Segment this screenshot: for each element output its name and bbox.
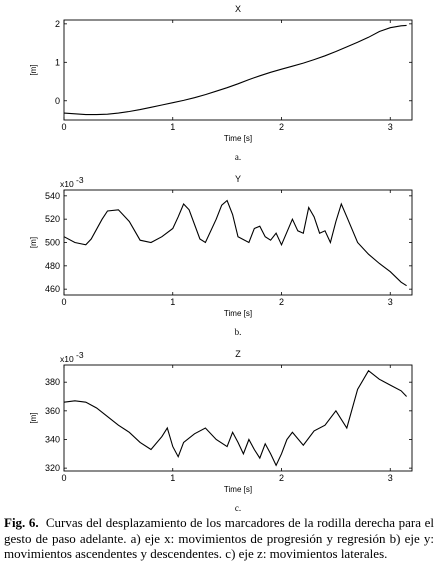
- y-tick-label: 320: [45, 463, 60, 473]
- x-tick-label: 0: [61, 122, 66, 132]
- chart-title: Y: [235, 174, 241, 184]
- x-axis-label: Time [s]: [224, 309, 252, 318]
- x-tick-label: 2: [279, 122, 284, 132]
- x-tick-label: 2: [279, 473, 284, 483]
- x-tick-label: 3: [388, 473, 393, 483]
- x-axis-label: Time [s]: [224, 485, 252, 494]
- y-axis-label: [m]: [29, 237, 38, 248]
- x-tick-label: 0: [61, 473, 66, 483]
- y-tick-label: 340: [45, 434, 60, 444]
- subfigure-label: a.: [235, 152, 241, 162]
- y-tick-label: 2: [55, 19, 60, 29]
- axis-multiplier: x10: [60, 354, 74, 364]
- subfigure-label: c.: [235, 503, 241, 513]
- series-line-2: [63, 199, 407, 287]
- y-tick-label: 380: [45, 377, 60, 387]
- x-tick-label: 2: [279, 297, 284, 307]
- chart-title: Z: [235, 349, 241, 359]
- x-axis-label: Time [s]: [224, 134, 252, 143]
- y-tick-label: 1: [55, 57, 60, 67]
- y-tick-label: 460: [45, 284, 60, 294]
- x-tick-label: 1: [170, 122, 175, 132]
- plot-frame-3: [63, 364, 413, 472]
- plot-frame-2: [63, 189, 413, 296]
- caption-label: Fig. 6.: [4, 515, 39, 530]
- y-tick-label: 0: [55, 96, 60, 106]
- axis-multiplier-exponent: -3: [76, 175, 84, 185]
- y-tick-label: 520: [45, 214, 60, 224]
- x-tick-label: 0: [61, 297, 66, 307]
- y-tick-label: 480: [45, 261, 60, 271]
- axis-multiplier-exponent: -3: [76, 350, 84, 360]
- series-line-1: [63, 24, 407, 116]
- y-axis-label: [m]: [29, 412, 38, 423]
- axis-multiplier: x10: [60, 179, 74, 189]
- figure-canvas: 0 1 2 3 0 1 2 X Time [s] [m] a. 0 1 2 3 460 480 500 520 540…: [29, 4, 413, 513]
- x-tick-label: 1: [170, 297, 175, 307]
- x-tick-label: 3: [388, 297, 393, 307]
- y-tick-label: 540: [45, 191, 60, 201]
- x-tick-label: 3: [388, 122, 393, 132]
- caption-text: Curvas del desplazamiento de los marcado…: [4, 515, 435, 562]
- y-tick-label: 360: [45, 406, 60, 416]
- y-axis-label: [m]: [29, 64, 38, 75]
- series-line-3: [63, 369, 407, 467]
- x-tick-label: 1: [170, 473, 175, 483]
- figure-caption: Fig. 6. Curvas del desplazamiento de los…: [4, 515, 434, 562]
- chart-title: X: [235, 4, 241, 14]
- subfigure-label: b.: [235, 327, 242, 337]
- plot-frame-1: [63, 19, 413, 121]
- y-tick-label: 500: [45, 238, 60, 248]
